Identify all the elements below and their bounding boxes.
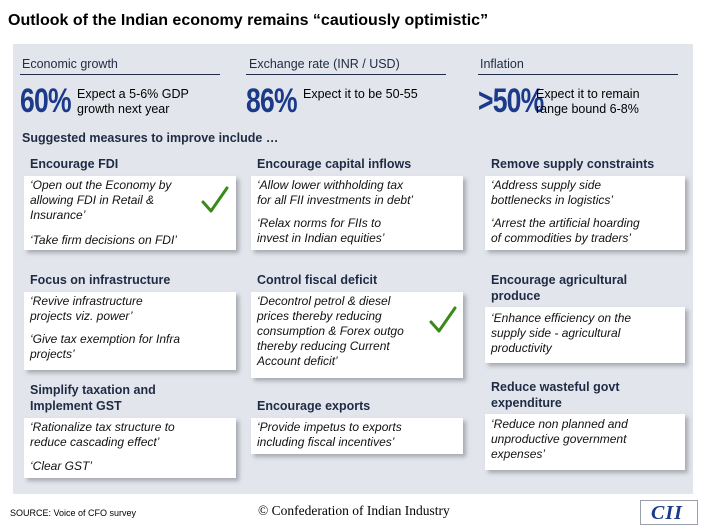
measure-quote: ‘Take firm decisions on FDI’	[30, 233, 177, 247]
quote-line: allowing FDI in Retail &	[30, 193, 155, 207]
check-icon	[201, 186, 229, 213]
stat-text-line: Expect it to remain	[536, 87, 640, 101]
stat-value-growth: 60%	[20, 82, 72, 120]
quote-line: ‘Provide impetus to exports	[257, 420, 402, 434]
quote-line: including fiscal incentives’	[257, 435, 395, 449]
cii-logo: CII	[640, 500, 698, 525]
measure-quote: ‘Give tax exemption for Infra projects’	[30, 332, 180, 362]
heading-line: Reduce wasteful govt	[491, 380, 620, 394]
measure-quote: ‘Decontrol petrol & diesel prices thereb…	[257, 294, 404, 369]
measure-card	[251, 292, 463, 378]
measure-card	[24, 292, 236, 370]
page-title: Outlook of the Indian economy remains “c…	[8, 12, 489, 29]
copyright-footer: © Confederation of Indian Industry	[258, 503, 450, 518]
stat-value-inflation: >50%	[478, 82, 544, 120]
quote-line: Account deficit’	[257, 354, 338, 368]
quote-line: projects’	[30, 347, 75, 361]
quote-line: bottlenecks in logistics’	[491, 193, 614, 207]
heading-line: Encourage agricultural	[491, 273, 628, 287]
measure-quote: ‘Enhance efficiency on the supply side -…	[491, 311, 631, 356]
stat-text-line: Expect it to be 50-55	[303, 87, 418, 101]
quote-line: ‘Give tax exemption for Infra	[30, 332, 181, 346]
measure-quote: ‘Reduce non planned and unproductive gov…	[491, 417, 628, 462]
stat-text-line: Expect a 5-6% GDP	[77, 87, 189, 101]
quote-line: ‘Decontrol petrol & diesel	[257, 294, 391, 308]
quote-line: ‘Reduce non planned and	[491, 417, 628, 431]
quote-line: unproductive government	[491, 432, 627, 446]
heading-line: expenditure	[491, 396, 562, 410]
measure-quote: ‘Address supply side bottlenecks in logi…	[491, 178, 613, 208]
measure-heading: Focus on infrastructure	[30, 273, 171, 287]
measure-quote: ‘Rationalize tax structure to reduce cas…	[30, 420, 175, 450]
quote-line: ‘Arrest the artificial hoarding	[491, 216, 640, 230]
measure-quote: ‘Revive infrastructure projects viz. pow…	[30, 294, 143, 324]
measure-quote: ‘Provide impetus to exports including fi…	[257, 420, 402, 450]
quote-line: ‘Open out the Economy by	[30, 178, 172, 192]
quote-line: consumption & Forex outgo	[257, 324, 404, 338]
quote-line: Insurance’	[30, 208, 86, 222]
stat-divider	[478, 74, 678, 75]
quote-line: supply side - agricultural	[491, 326, 621, 340]
stat-heading-inflation: Inflation	[480, 57, 524, 71]
stat-heading-growth: Economic growth	[22, 57, 118, 71]
suggested-measures-heading: Suggested measures to improve include …	[22, 131, 279, 145]
measure-card	[251, 418, 463, 454]
quote-line: of commodities by traders’	[491, 231, 632, 245]
heading-line: Simplify taxation and	[30, 383, 156, 397]
logo-text: CII	[651, 502, 683, 524]
measure-heading: Encourage FDI	[30, 157, 119, 171]
stat-text-growth: Expect a 5-6% GDP growth next year	[77, 87, 189, 117]
quote-line: prices thereby reducing	[257, 309, 382, 323]
quote-line: thereby reducing Current	[257, 339, 390, 353]
stat-divider	[20, 74, 220, 75]
measure-heading: Reduce wasteful govt expenditure	[491, 379, 620, 411]
stat-text-inflation: Expect it to remain range bound 6-8%	[536, 87, 640, 117]
measure-quote: ‘Allow lower withholding tax for all FII…	[257, 178, 413, 208]
quote-line: ‘Address supply side	[491, 178, 602, 192]
quote-line: projects viz. power’	[30, 309, 133, 323]
measure-quote: ‘Open out the Economy by allowing FDI in…	[30, 178, 171, 223]
stat-heading-exchange: Exchange rate (INR / USD)	[249, 57, 400, 71]
measure-card	[24, 176, 236, 250]
measure-card	[485, 176, 685, 250]
source-note: SOURCE: Voice of CFO survey	[10, 508, 137, 518]
quote-line: ‘Rationalize tax structure to	[30, 420, 175, 434]
measure-card	[251, 176, 463, 250]
quote-line: invest in Indian equities’	[257, 231, 385, 245]
measure-heading: Encourage exports	[257, 399, 371, 413]
quote-line: reduce cascading effect’	[30, 435, 160, 449]
measure-card	[485, 307, 685, 363]
quote-line: productivity	[491, 341, 552, 355]
quote-line: ‘Enhance efficiency on the	[491, 311, 632, 325]
measure-quote: ‘Arrest the artificial hoarding of commo…	[491, 216, 640, 246]
measure-card	[24, 418, 236, 478]
measure-heading: Control fiscal deficit	[257, 273, 378, 287]
measure-heading: Simplify taxation and Implement GST	[30, 382, 156, 414]
stat-divider	[246, 74, 446, 75]
stat-text-line: range bound 6-8%	[536, 102, 639, 116]
stat-text-line: growth next year	[77, 102, 170, 116]
measure-card	[485, 414, 685, 470]
measure-heading: Encourage agricultural produce	[491, 272, 627, 304]
measure-heading: Remove supply constraints	[491, 157, 655, 171]
quote-line: for all FII investments in debt’	[257, 193, 414, 207]
measure-heading: Encourage capital inflows	[257, 157, 412, 171]
heading-line: Implement GST	[30, 399, 122, 413]
quote-line: ‘Revive infrastructure	[30, 294, 143, 308]
quote-line: ‘Relax norms for FIIs to	[257, 216, 382, 230]
heading-line: produce	[491, 289, 541, 303]
quote-line: expenses’	[491, 447, 546, 461]
measure-quote: ‘Relax norms for FIIs to invest in India…	[257, 216, 384, 246]
measure-quote: ‘Clear GST’	[30, 459, 93, 473]
stat-text-exchange: Expect it to be 50-55	[303, 87, 418, 102]
stat-value-exchange: 86%	[246, 82, 298, 120]
check-icon	[429, 306, 457, 333]
quote-line: ‘Allow lower withholding tax	[257, 178, 404, 192]
